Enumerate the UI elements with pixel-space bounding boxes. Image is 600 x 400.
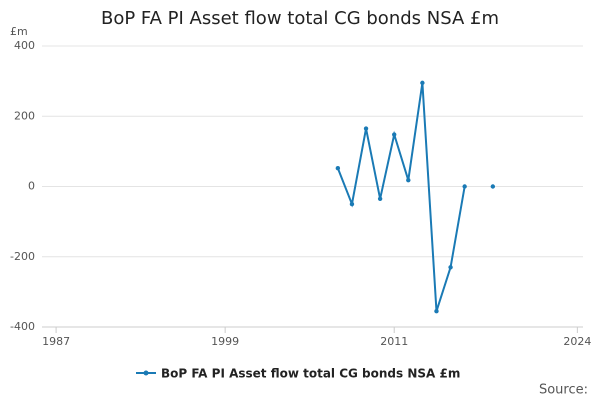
point	[448, 265, 453, 270]
x-tick-label: 2011	[380, 335, 408, 348]
point	[363, 126, 369, 131]
point	[406, 177, 411, 183]
point	[335, 166, 341, 171]
legend-label: BoP FA PI Asset flow total CG bonds NSA …	[161, 367, 460, 381]
y-tick-label: 400	[14, 39, 35, 52]
point	[377, 196, 383, 201]
series-line	[338, 83, 493, 311]
y-tick-label: 200	[14, 109, 35, 122]
point	[462, 184, 467, 189]
y-tick-label: -200	[10, 250, 35, 263]
point	[392, 132, 397, 137]
legend-dot	[143, 370, 149, 376]
point	[490, 184, 496, 189]
source: Source:	[539, 383, 588, 398]
point	[420, 80, 425, 86]
y-unit: £m	[10, 25, 28, 38]
y-tick-label: 0	[28, 180, 35, 193]
y-tick-label: -400	[10, 320, 35, 333]
chart-title: BoP FA PI Asset flow total CG bonds NSA …	[101, 8, 499, 29]
x-tick-label: 1987	[42, 335, 70, 348]
x-tick-label: 1999	[211, 335, 239, 348]
point	[349, 201, 355, 207]
x-tick-label: 2024	[563, 335, 591, 348]
point	[434, 308, 439, 314]
